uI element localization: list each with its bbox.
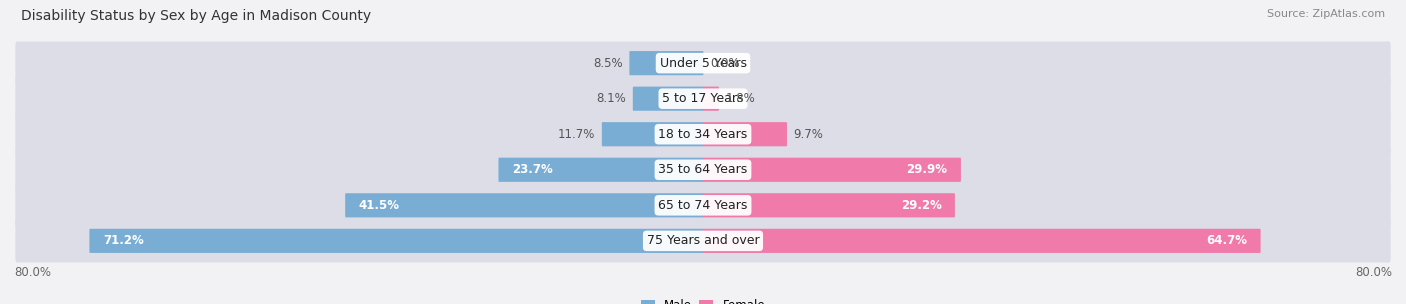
Text: Disability Status by Sex by Age in Madison County: Disability Status by Sex by Age in Madis… (21, 9, 371, 23)
Text: 71.2%: 71.2% (103, 234, 143, 247)
FancyBboxPatch shape (633, 87, 703, 111)
Text: 1.8%: 1.8% (725, 92, 755, 105)
FancyBboxPatch shape (630, 51, 703, 75)
Text: 80.0%: 80.0% (1355, 266, 1392, 279)
Text: 65 to 74 Years: 65 to 74 Years (658, 199, 748, 212)
FancyBboxPatch shape (15, 77, 1391, 120)
Text: 18 to 34 Years: 18 to 34 Years (658, 128, 748, 141)
Text: 8.5%: 8.5% (593, 57, 623, 70)
FancyBboxPatch shape (703, 122, 787, 146)
Text: 35 to 64 Years: 35 to 64 Years (658, 163, 748, 176)
FancyBboxPatch shape (15, 41, 1391, 85)
Text: 75 Years and over: 75 Years and over (647, 234, 759, 247)
Text: 29.2%: 29.2% (901, 199, 942, 212)
Text: 9.7%: 9.7% (793, 128, 824, 141)
Text: 11.7%: 11.7% (558, 128, 595, 141)
FancyBboxPatch shape (703, 193, 955, 217)
Legend: Male, Female: Male, Female (641, 299, 765, 304)
Text: 29.9%: 29.9% (907, 163, 948, 176)
Text: 8.1%: 8.1% (596, 92, 626, 105)
FancyBboxPatch shape (15, 184, 1391, 227)
Text: 41.5%: 41.5% (359, 199, 399, 212)
Text: Under 5 Years: Under 5 Years (659, 57, 747, 70)
Text: 23.7%: 23.7% (512, 163, 553, 176)
FancyBboxPatch shape (703, 158, 960, 182)
Text: 0.0%: 0.0% (710, 57, 740, 70)
FancyBboxPatch shape (602, 122, 703, 146)
FancyBboxPatch shape (15, 112, 1391, 156)
FancyBboxPatch shape (703, 229, 1261, 253)
Text: Source: ZipAtlas.com: Source: ZipAtlas.com (1267, 9, 1385, 19)
FancyBboxPatch shape (703, 87, 718, 111)
Text: 80.0%: 80.0% (14, 266, 51, 279)
FancyBboxPatch shape (90, 229, 703, 253)
Text: 64.7%: 64.7% (1206, 234, 1247, 247)
FancyBboxPatch shape (15, 219, 1391, 263)
Text: 5 to 17 Years: 5 to 17 Years (662, 92, 744, 105)
FancyBboxPatch shape (15, 148, 1391, 192)
FancyBboxPatch shape (346, 193, 703, 217)
FancyBboxPatch shape (499, 158, 703, 182)
